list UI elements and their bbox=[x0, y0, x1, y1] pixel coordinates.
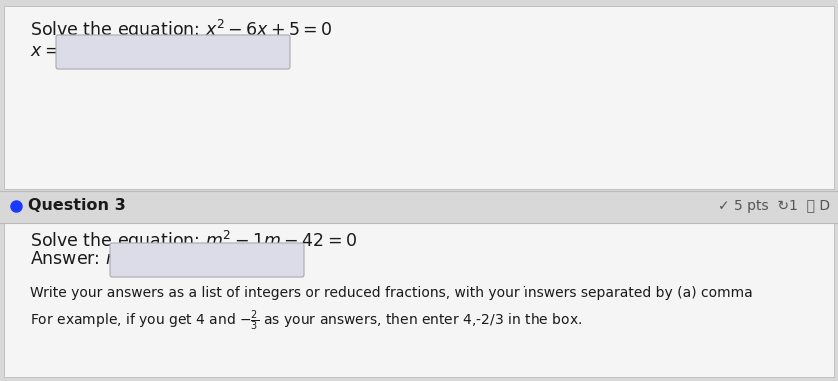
Text: Write your answers as a list of integers or reduced fractions, with your ı̇nswer: Write your answers as a list of integers… bbox=[30, 286, 753, 300]
FancyBboxPatch shape bbox=[56, 35, 290, 69]
Text: Answer: $m =$: Answer: $m =$ bbox=[30, 250, 141, 268]
Text: Question 3: Question 3 bbox=[28, 199, 126, 213]
FancyBboxPatch shape bbox=[110, 243, 304, 277]
Text: For example, if you get 4 and $-\frac{2}{3}$ as your answers, then enter 4,-2/3 : For example, if you get 4 and $-\frac{2}… bbox=[30, 309, 582, 333]
FancyBboxPatch shape bbox=[4, 223, 834, 377]
Text: Solve the equation: $x^2 - 6x + 5 = 0$: Solve the equation: $x^2 - 6x + 5 = 0$ bbox=[30, 18, 333, 42]
FancyBboxPatch shape bbox=[4, 6, 834, 189]
Text: $x =$: $x =$ bbox=[30, 42, 59, 60]
Text: Solve the equation: $m^2 - 1m - 42 = 0$: Solve the equation: $m^2 - 1m - 42 = 0$ bbox=[30, 229, 357, 253]
Text: ✓ 5 pts  ↻1  ⓘ D: ✓ 5 pts ↻1 ⓘ D bbox=[718, 199, 830, 213]
